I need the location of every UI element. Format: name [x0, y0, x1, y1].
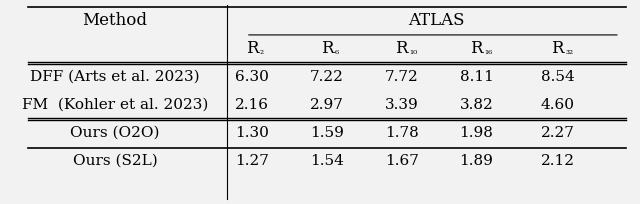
Text: FM  (Kohler et al. 2023): FM (Kohler et al. 2023) — [22, 98, 208, 112]
Text: ₆: ₆ — [334, 47, 339, 56]
Text: 3.82: 3.82 — [460, 98, 493, 112]
Text: 1.59: 1.59 — [310, 126, 344, 140]
Text: 1.78: 1.78 — [385, 126, 419, 140]
Text: 1.89: 1.89 — [460, 154, 493, 168]
Text: R: R — [246, 40, 259, 57]
Text: 1.54: 1.54 — [310, 154, 344, 168]
Text: ₂: ₂ — [260, 47, 264, 56]
Text: Method: Method — [83, 12, 147, 29]
Text: ₃₂: ₃₂ — [565, 47, 573, 56]
Text: 3.39: 3.39 — [385, 98, 419, 112]
Text: R: R — [551, 40, 564, 57]
Text: DFF (Arts et al. 2023): DFF (Arts et al. 2023) — [30, 70, 200, 84]
Text: R: R — [470, 40, 483, 57]
Text: 2.97: 2.97 — [310, 98, 344, 112]
Text: 2.16: 2.16 — [235, 98, 269, 112]
Text: 2.12: 2.12 — [541, 154, 575, 168]
Text: 7.72: 7.72 — [385, 70, 419, 84]
Text: ₁₆: ₁₆ — [484, 47, 492, 56]
Text: ₁₀: ₁₀ — [409, 47, 417, 56]
Text: Ours (S2L): Ours (S2L) — [72, 154, 157, 168]
Text: 8.54: 8.54 — [541, 70, 575, 84]
Text: ATLAS: ATLAS — [408, 12, 464, 29]
Text: 2.27: 2.27 — [541, 126, 575, 140]
Text: 1.67: 1.67 — [385, 154, 419, 168]
Text: R: R — [321, 40, 333, 57]
Text: 1.30: 1.30 — [235, 126, 269, 140]
Text: 1.27: 1.27 — [235, 154, 269, 168]
Text: 4.60: 4.60 — [541, 98, 575, 112]
Text: R: R — [396, 40, 408, 57]
Text: 7.22: 7.22 — [310, 70, 344, 84]
Text: 8.11: 8.11 — [460, 70, 493, 84]
Text: 6.30: 6.30 — [235, 70, 269, 84]
Text: 1.98: 1.98 — [460, 126, 493, 140]
Text: Ours (O2O): Ours (O2O) — [70, 126, 160, 140]
